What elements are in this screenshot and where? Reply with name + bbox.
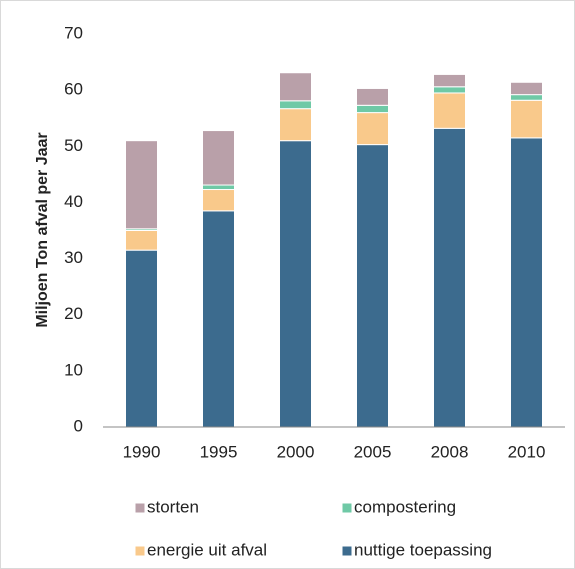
bar-segment bbox=[125, 249, 158, 428]
bar-segment bbox=[202, 184, 235, 191]
y-tick-label: 40 bbox=[64, 192, 83, 211]
x-tick-label: 2005 bbox=[354, 442, 392, 461]
x-tick-label: 2010 bbox=[508, 442, 546, 461]
bar-segment bbox=[510, 99, 543, 139]
bar-segment bbox=[279, 140, 312, 428]
y-tick-label: 20 bbox=[64, 304, 83, 323]
bar-segment bbox=[202, 130, 235, 186]
y-tick-label: 30 bbox=[64, 248, 83, 267]
legend-label: storten bbox=[147, 497, 199, 516]
bar-segment bbox=[356, 104, 389, 114]
legend-label: nuttige toepassing bbox=[354, 540, 492, 559]
bar-segment bbox=[510, 94, 543, 101]
y-tick-label: 60 bbox=[64, 80, 83, 99]
bar-segment bbox=[356, 87, 389, 106]
y-tick-label: 50 bbox=[64, 136, 83, 155]
bar-segment bbox=[433, 73, 466, 88]
bar-segment bbox=[356, 112, 389, 146]
legend-swatch bbox=[134, 545, 146, 557]
bar-segment bbox=[510, 81, 543, 96]
legend-label: energie uit afval bbox=[147, 540, 267, 559]
bar-segment bbox=[279, 100, 312, 110]
bar-segment bbox=[279, 108, 312, 142]
bar-segment bbox=[202, 189, 235, 212]
x-tick-label: 1990 bbox=[123, 442, 161, 461]
y-tick-label: 70 bbox=[64, 23, 83, 42]
bar-segment bbox=[433, 92, 466, 129]
y-axis-label: Miljoen Ton afval per Jaar bbox=[34, 132, 51, 327]
bar-segment bbox=[356, 144, 389, 428]
bar-segment bbox=[202, 210, 235, 428]
x-tick-label: 2008 bbox=[431, 442, 469, 461]
y-tick-label: 10 bbox=[64, 360, 83, 379]
bar-segment bbox=[510, 137, 543, 428]
bar-segment bbox=[125, 140, 158, 230]
bar-segment bbox=[125, 230, 158, 251]
bar-segment bbox=[433, 127, 466, 428]
x-tick-label: 2000 bbox=[277, 442, 315, 461]
bar-segment bbox=[433, 86, 466, 94]
x-tick-label: 1995 bbox=[200, 442, 238, 461]
legend-swatch bbox=[341, 502, 353, 514]
legend-swatch bbox=[341, 545, 353, 557]
legend-swatch bbox=[134, 502, 146, 514]
legend-label: compostering bbox=[354, 497, 456, 516]
bar-segment bbox=[279, 72, 312, 102]
y-tick-label: 0 bbox=[74, 416, 83, 435]
